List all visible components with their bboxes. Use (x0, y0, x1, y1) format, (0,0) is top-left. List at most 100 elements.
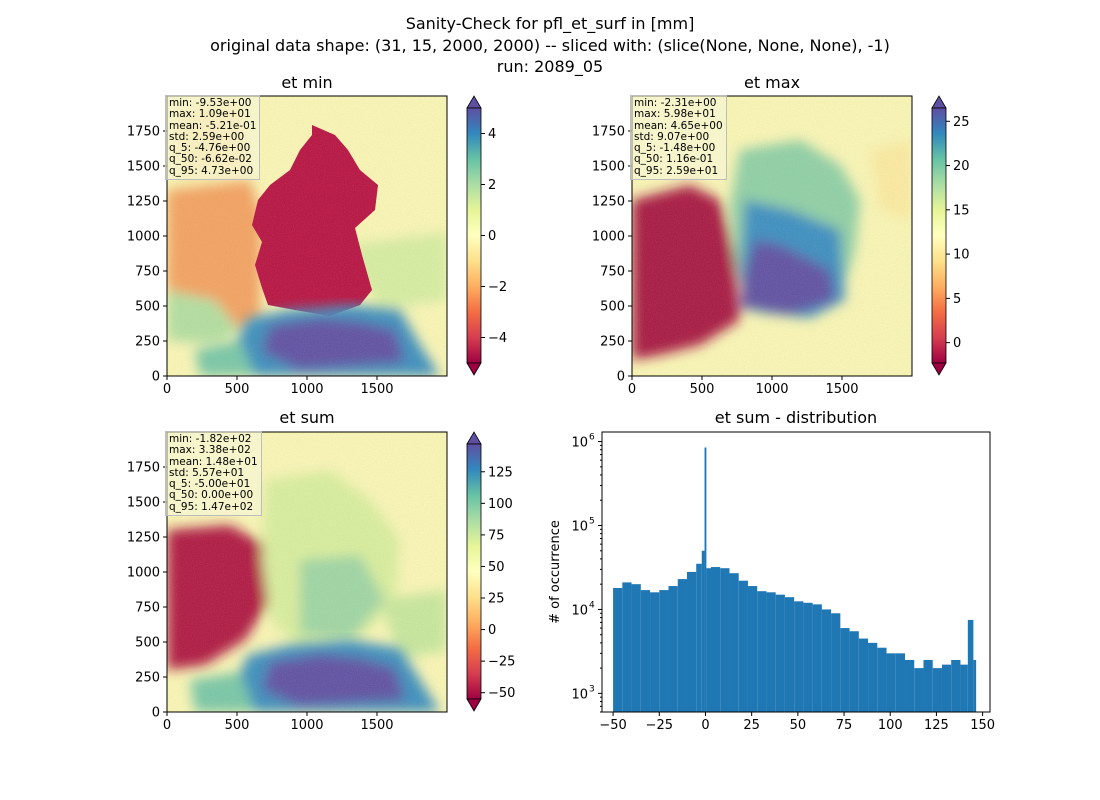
histogram-bar (895, 653, 906, 712)
colorbar-tick-label: 0 (488, 623, 496, 638)
y-tick-label: 750 (135, 265, 160, 280)
stat-line: mean: -5.21e-01 (169, 119, 257, 132)
histogram-bar (794, 601, 804, 712)
colorbar-tick-label: 4 (488, 127, 496, 142)
stat-line: max: 1.09e+01 (169, 108, 251, 121)
stat-line: max: 3.38e+02 (169, 444, 251, 457)
stat-line: mean: 1.48e+01 (169, 455, 258, 468)
histogram-bar (706, 568, 712, 712)
y-tick-label: 0 (617, 370, 625, 385)
colorbar-tick-label: 0 (488, 229, 496, 244)
x-tick-label: 0 (628, 382, 636, 397)
figure-suptitle-line3: run: 2089_05 (496, 57, 604, 76)
stat-line: q_50: 1.16e-01 (634, 153, 714, 166)
histogram-bar (951, 659, 961, 712)
histogram-bar (622, 582, 632, 712)
y-tick-label: 1500 (127, 496, 160, 511)
x-tick-label: 1500 (360, 382, 393, 397)
x-tick-label: 500 (225, 718, 250, 733)
x-tick-label: 0 (701, 718, 709, 733)
histogram-bar (613, 588, 623, 712)
panel-title-et-max: et max (743, 73, 801, 92)
y-tick-exponent: 6 (589, 433, 595, 443)
y-tick-label: 500 (135, 300, 160, 315)
colorbar-tick-label: 25 (953, 115, 970, 130)
y-tick-label: 1500 (592, 160, 625, 175)
x-tick-label: 50 (790, 718, 807, 733)
panel-title-et-sum-distribution: et sum - distribution (714, 408, 878, 427)
histogram-bar (960, 664, 968, 712)
y-tick-label: 1500 (127, 160, 160, 175)
colorbar-tick-label: 25 (488, 592, 505, 607)
panel-title-et-sum: et sum (279, 408, 335, 427)
histogram-bar (905, 659, 915, 712)
colorbar-tick-label: 2 (488, 178, 496, 193)
histogram-bar (886, 653, 896, 712)
y-tick-label: 1250 (592, 195, 625, 210)
histogram-bar (701, 550, 705, 712)
y-tick-label: 10 (571, 603, 588, 618)
histogram-bar (650, 592, 660, 712)
histogram-bar (923, 659, 933, 712)
histogram-bar (914, 668, 924, 712)
histogram-bar (677, 579, 687, 712)
histogram-bar (659, 590, 669, 712)
figure-suptitle-line1: Sanity-Check for pfl_et_surf in [mm] (405, 14, 695, 33)
histogram-bar (840, 628, 850, 712)
x-tick-label: 1000 (755, 382, 788, 397)
y-tick-label: 500 (600, 300, 625, 315)
histogram-bar (849, 631, 859, 712)
colorbar-tick-label: −25 (488, 655, 515, 670)
stat-line: q_5: -1.48e+00 (634, 142, 716, 155)
histogram-bar (831, 613, 841, 712)
y-tick-label: 250 (600, 335, 625, 350)
stat-line: q_95: 4.73e+00 (169, 164, 254, 177)
x-tick-label: 500 (225, 382, 250, 397)
histogram-bar (821, 609, 832, 712)
stat-line: std: 5.57e+01 (169, 466, 245, 479)
histogram-bar (729, 573, 739, 712)
histogram-bar (757, 591, 767, 712)
stat-line: q_5: -5.00e+01 (169, 478, 251, 491)
y-tick-label: 1000 (127, 566, 160, 581)
y-tick-label: 500 (135, 636, 160, 651)
panel-title-et-min: et min (281, 73, 333, 92)
stat-line: std: 9.07e+00 (634, 130, 710, 143)
colorbar-tick-label: −4 (488, 331, 507, 346)
colorbar-tick-label: 75 (488, 528, 505, 543)
stat-line: q_50: -6.62e-02 (169, 153, 252, 166)
histogram-bar (668, 586, 678, 712)
histogram-bar (696, 563, 702, 712)
colorbar-tick-label: 15 (953, 203, 970, 218)
y-tick-label: 1750 (127, 125, 160, 140)
heatmap-et-min (167, 96, 447, 376)
y-tick-label: 250 (135, 671, 160, 686)
x-tick-label: −50 (599, 718, 626, 733)
y-tick-label: 250 (135, 335, 160, 350)
y-tick-label: 1000 (592, 230, 625, 245)
colorbar-tick-label: 100 (488, 497, 513, 512)
histogram-bar (967, 619, 974, 712)
y-tick-label: 10 (571, 520, 588, 535)
x-tick-label: 1000 (290, 718, 323, 733)
stat-line: mean: 4.65e+00 (634, 119, 723, 132)
y-tick-label: 1750 (592, 125, 625, 140)
histogram-bar (775, 594, 785, 712)
histogram-bar (858, 638, 869, 712)
stats-box-et-max: min: -2.31e+00 max: 5.98e+01 mean: 4.65e… (630, 95, 727, 181)
y-tick-label: 1250 (127, 531, 160, 546)
stat-line: q_95: 2.59e+01 (634, 164, 719, 177)
histogram-bar (941, 664, 952, 712)
x-tick-label: 1500 (360, 718, 393, 733)
colorbar-tick-label: 0 (953, 336, 961, 351)
colorbar-tick-label: 125 (488, 465, 513, 480)
histogram-bar (631, 584, 641, 712)
stats-box-et-sum: min: -1.82e+02 max: 3.38e+02 mean: 1.48e… (165, 431, 262, 517)
colorbar-tick-label: 10 (953, 248, 970, 263)
colorbar-et-sum (466, 431, 482, 712)
histogram-bar (766, 592, 776, 712)
stat-line: min: -9.53e+00 (169, 97, 252, 109)
stat-line: q_5: -4.76e+00 (169, 142, 251, 155)
x-tick-label: 75 (836, 718, 853, 733)
